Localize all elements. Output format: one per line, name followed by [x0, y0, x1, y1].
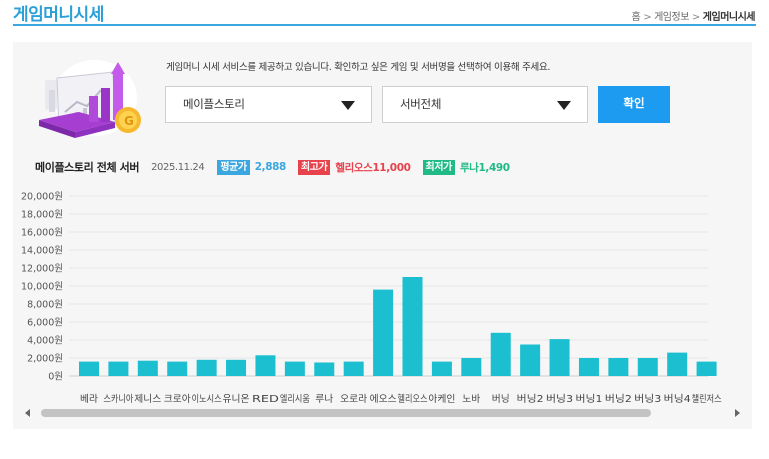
chart-bar[interactable]	[284, 361, 305, 376]
x-tick-label: 베라	[80, 394, 98, 405]
x-tick-label: 루나	[315, 394, 333, 405]
chart-bar[interactable]	[549, 339, 570, 376]
x-tick-label: RED	[252, 394, 279, 405]
x-tick-label: 버닝	[492, 394, 510, 405]
y-tick-label: 0원	[48, 372, 63, 383]
x-tick-label: 제니스	[134, 394, 161, 405]
y-tick-label: 10,000원	[21, 282, 63, 293]
chart-bar[interactable]	[255, 355, 276, 376]
y-tick-label: 14,000원	[21, 246, 63, 257]
chart-growth-illustration-icon: G	[39, 60, 141, 138]
breadcrumb-separator: >	[643, 12, 652, 23]
chart-bar[interactable]	[167, 361, 188, 376]
breadcrumb-home[interactable]: 홈	[631, 12, 641, 23]
breadcrumb: 홈 > 게임정보 > 게임머니시세	[632, 8, 756, 23]
chart-bar[interactable]	[314, 362, 335, 377]
y-tick-label: 18,000원	[21, 210, 63, 221]
x-tick-label: 버닝3	[546, 394, 573, 405]
chevron-down-icon	[557, 101, 571, 110]
chart-bar[interactable]	[637, 358, 658, 376]
confirm-button[interactable]: 확인	[598, 86, 670, 123]
price-summary: 메이플스토리 전체 서버 2025.11.24 평균가 2,888 최고가 헬리…	[35, 158, 522, 176]
scrollbar-thumb[interactable]	[41, 409, 651, 417]
chart-bar[interactable]	[343, 361, 364, 376]
breadcrumb-current: 게임머니시세	[702, 12, 756, 23]
page-title: 게임머니시세	[13, 5, 104, 25]
x-tick-label: 크로아	[164, 394, 191, 405]
chart-bar[interactable]	[578, 358, 599, 376]
chart-bar[interactable]	[461, 358, 482, 376]
y-tick-label: 4,000원	[27, 336, 63, 347]
search-panel: G 게임머니 시세 서비스를 제공하고 있습니다. 확인하고 싶은 게임 및 서…	[13, 42, 752, 429]
scroll-left-arrow-icon[interactable]	[25, 409, 30, 417]
chart-bar[interactable]	[108, 361, 129, 376]
x-tick-label: 아케인	[428, 394, 455, 405]
y-tick-label: 2,000원	[27, 354, 63, 365]
avg-price-value: 2,888	[254, 161, 287, 173]
x-tick-label: 에오스	[370, 394, 397, 405]
x-tick-label: 유니온	[223, 394, 250, 405]
x-tick-label: 버닝3	[634, 394, 661, 405]
chart-horizontal-scrollbar[interactable]	[23, 407, 742, 419]
price-bar-chart: 0원 2,000원 4,000원 6,000원 8,000원 10,000원 12,000원…	[21, 192, 722, 406]
x-tick-label: 스카니아	[103, 394, 133, 405]
y-tick-label: 12,000원	[21, 264, 63, 275]
breadcrumb-game-info[interactable]: 게임정보	[654, 12, 689, 23]
x-tick-label: 오로라	[340, 394, 367, 405]
chart-bar[interactable]	[490, 332, 511, 376]
chart-bar[interactable]	[373, 289, 394, 376]
server-select[interactable]: 서버전체	[382, 86, 588, 123]
server-select-value: 서버전체	[400, 97, 442, 111]
x-tick-label: 버닝2	[517, 394, 544, 405]
x-tick-label: 헬리오스	[398, 394, 428, 405]
y-tick-label: 20,000원	[21, 192, 63, 203]
chart-bar[interactable]	[520, 344, 541, 377]
x-tick-label: 챌린저스	[692, 394, 722, 405]
breadcrumb-separator: >	[691, 12, 700, 23]
x-tick-label: 버닝4	[664, 394, 691, 405]
title-divider	[13, 24, 756, 26]
scroll-right-arrow-icon[interactable]	[735, 409, 740, 417]
svg-text:G: G	[124, 114, 134, 128]
x-tick-label: 엘리시움	[280, 394, 310, 405]
x-tick-label: 버닝1	[575, 394, 602, 405]
service-description: 게임머니 시세 서비스를 제공하고 있습니다. 확인하고 싶은 게임 및 서버명…	[166, 62, 551, 73]
avg-price-badge: 평균가	[217, 159, 250, 175]
chevron-down-icon	[341, 101, 355, 110]
y-tick-label: 8,000원	[27, 300, 63, 311]
x-tick-label: 버닝2	[605, 394, 632, 405]
chart-bar[interactable]	[667, 352, 688, 376]
chart-bar[interactable]	[402, 277, 423, 376]
chart-bar[interactable]	[226, 359, 247, 376]
x-tick-label: 노바	[462, 394, 480, 405]
game-select-value: 메이플스토리	[183, 97, 245, 111]
chart-bar[interactable]	[431, 361, 452, 376]
max-price-badge: 최고가	[297, 159, 331, 175]
y-tick-label: 16,000원	[21, 228, 63, 239]
server-title: 메이플스토리 전체 서버	[35, 161, 140, 174]
chart-bar[interactable]	[79, 361, 99, 376]
min-price-badge: 최저가	[422, 159, 455, 175]
max-price-value: 헬리오스11,000	[335, 161, 411, 174]
chart-bar[interactable]	[137, 360, 158, 376]
min-price-value: 루나1,490	[459, 161, 510, 174]
chart-bar[interactable]	[696, 361, 717, 376]
summary-date: 2025.11.24	[151, 161, 205, 173]
x-tick-label: 이노시스	[192, 394, 222, 405]
chart-bar[interactable]	[196, 359, 217, 376]
chart-bar[interactable]	[608, 358, 629, 376]
y-tick-label: 6,000원	[27, 318, 63, 329]
game-select[interactable]: 메이플스토리	[165, 86, 372, 123]
